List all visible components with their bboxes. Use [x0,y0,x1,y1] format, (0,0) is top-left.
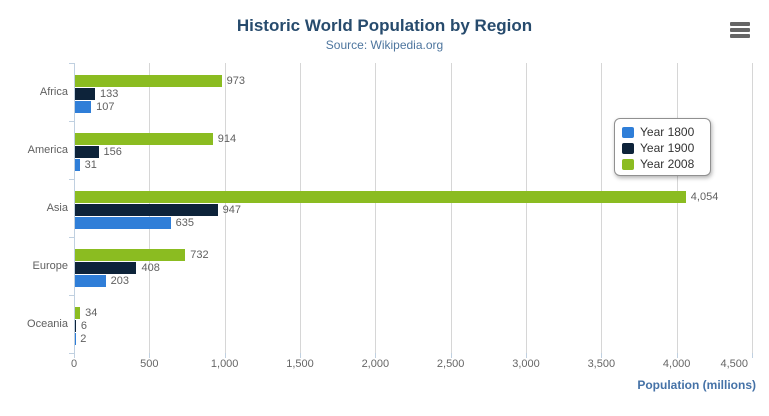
y-axis-tick [69,121,74,122]
gridline [676,63,678,353]
gridline [450,63,452,353]
category-label: Oceania [27,318,68,330]
gridline [752,63,753,353]
x-axis-tick [74,353,75,358]
bar-asia-year-1900[interactable] [75,204,218,216]
bar-oceania-year-2008[interactable] [75,307,81,319]
y-axis-tick [69,295,74,296]
bar-africa-year-2008[interactable] [75,75,222,87]
x-axis-tick [752,353,753,358]
bar-value-label: 133 [100,88,119,100]
chart-title: Historic World Population by Region [236,16,533,35]
x-axis-tick [300,353,301,358]
bar-value-label: 203 [110,275,129,287]
gridline [224,63,226,353]
bar-value-label: 31 [84,159,97,171]
bar-value-label: 408 [141,262,160,274]
bar-america-year-2008[interactable] [75,133,213,145]
x-tick-label: 1,500 [286,358,314,370]
y-axis-tick [69,237,74,238]
x-tick-label: 2,000 [361,358,390,370]
x-axis-tick [450,353,452,358]
bar-europe-year-2008[interactable] [75,249,186,261]
gridline [601,63,603,353]
legend-swatch-icon [622,142,634,154]
bar-africa-year-1900[interactable] [75,88,96,100]
bar-europe-year-1900[interactable] [75,262,137,274]
bar-value-label: 947 [222,204,242,216]
legend-item-label: Year 1800 [640,125,695,139]
x-tick-label: 4,000 [662,358,691,370]
gridline [526,63,527,353]
legend-item-label: Year 1900 [640,141,695,155]
legend-item-label: Year 2008 [640,157,695,171]
bar-africa-year-1800[interactable] [75,101,92,113]
bar-value-label: 6 [80,320,88,332]
x-axis-tick [601,353,603,358]
x-tick-label: 1,000 [210,358,239,370]
chart-subtitle: Source: Wikipedia.org [325,38,444,52]
y-axis-tick [69,63,74,64]
legend-swatch-icon [622,126,634,138]
x-tick-label: 0 [70,358,78,370]
bar-value-label: 732 [190,249,209,261]
bar-value-label: 107 [96,101,115,113]
hamburger-menu-icon[interactable] [730,22,750,38]
legend-swatch-icon [622,158,634,170]
bar-america-year-1800[interactable] [75,159,80,171]
gridline [300,63,301,353]
bar-asia-year-2008[interactable] [75,191,686,203]
x-tick-label: 2,500 [436,358,465,370]
legend-item-year-1800[interactable]: Year 1800 [622,124,710,140]
x-tick-label: 500 [140,358,159,370]
x-tick-label: 3,500 [587,358,616,370]
x-axis-tick [676,353,678,358]
x-axis-tick [375,353,377,358]
x-axis-tick [526,353,527,358]
bar-value-label: 635 [175,217,195,229]
plot-area: 973 133 107 914 156 31 4,054 947 635 732 408 203 34 6… [74,63,753,353]
bar-oceania-year-1900[interactable] [75,320,76,332]
bar-value-label: 2 [80,333,87,345]
category-label: Asia [46,202,68,214]
bar-value-label: 156 [103,146,122,158]
legend-item-year-2008[interactable]: Year 2008 [622,156,710,172]
bar-asia-year-1800[interactable] [75,217,171,229]
bar-value-label: 34 [85,307,98,319]
bar-europe-year-1800[interactable] [75,275,106,287]
x-tick-label: 3,000 [512,358,540,370]
bar-america-year-1900[interactable] [75,146,99,158]
x-axis-tick [224,353,226,358]
gridline [375,63,377,353]
legend: Year 1800 Year 1900 Year 2008 [614,118,711,176]
x-tick-label: 4,500 [720,358,748,370]
category-label: America [27,144,68,156]
legend-item-year-1900[interactable]: Year 1900 [622,140,710,156]
bar-value-label: 4,054 [690,191,719,203]
bar-value-label: 914 [217,133,237,145]
category-label: Africa [39,86,68,98]
category-label: Europe [32,260,68,272]
y-axis-tick [69,353,74,354]
x-axis-tick [149,353,151,358]
bar-value-label: 973 [226,75,245,87]
x-axis-title: Population (millions) [637,378,756,392]
y-axis-tick [69,179,74,180]
